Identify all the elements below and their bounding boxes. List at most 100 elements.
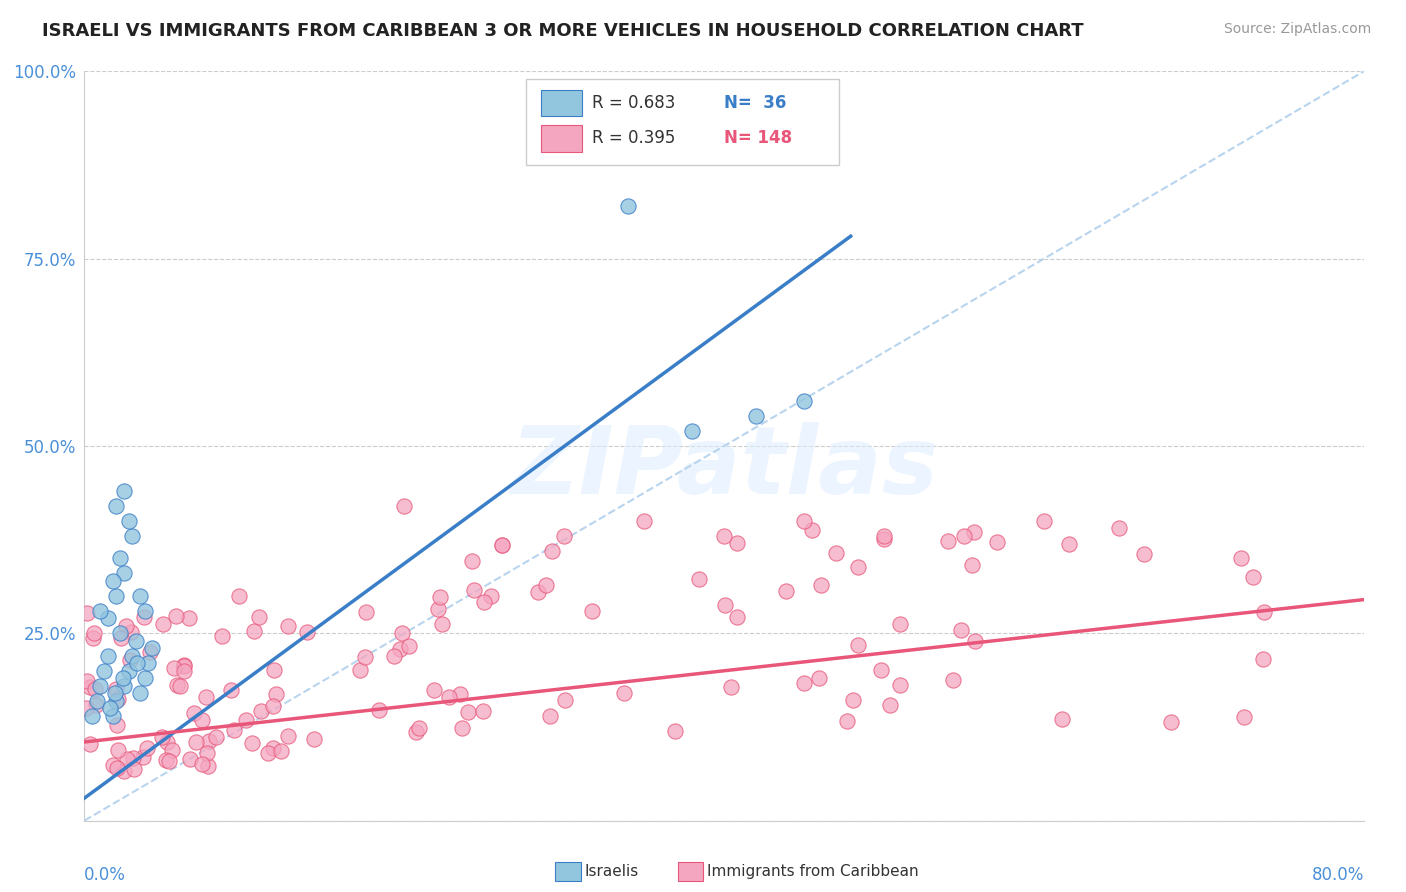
Text: Israelis: Israelis — [585, 864, 640, 879]
Point — [134, 671, 156, 685]
Point — [1052, 712, 1074, 726]
Point — [775, 584, 797, 599]
Point — [243, 624, 266, 639]
Point — [211, 629, 233, 643]
Point — [613, 686, 636, 700]
Point — [262, 740, 284, 755]
Point — [110, 631, 132, 645]
Point — [86, 694, 108, 708]
Point — [156, 735, 179, 749]
Point — [222, 723, 245, 738]
Point — [353, 649, 375, 664]
Text: Immigrants from Caribbean: Immigrants from Caribbean — [707, 864, 920, 879]
Point — [471, 704, 494, 718]
Point — [173, 664, 195, 678]
Point — [423, 683, 446, 698]
Point — [160, 743, 183, 757]
Point — [104, 681, 127, 696]
Point — [1108, 521, 1130, 535]
Point — [793, 394, 815, 409]
Point — [129, 589, 152, 603]
Point — [169, 679, 191, 693]
Point — [302, 731, 325, 746]
Point — [179, 752, 201, 766]
Point — [617, 199, 640, 213]
Point — [173, 657, 195, 672]
Point — [97, 648, 120, 663]
Point — [107, 691, 129, 706]
Point — [1132, 547, 1154, 561]
Point — [98, 701, 121, 715]
Point — [152, 616, 174, 631]
Point — [135, 741, 157, 756]
Point — [1230, 551, 1253, 566]
Point — [398, 639, 420, 653]
Point — [837, 714, 859, 728]
Point — [228, 590, 250, 604]
Point — [76, 607, 98, 621]
Point — [553, 529, 575, 543]
Point — [112, 566, 135, 581]
Point — [177, 611, 200, 625]
Point — [138, 657, 160, 671]
Point — [449, 687, 471, 701]
Point — [1253, 605, 1275, 619]
Point — [394, 499, 416, 513]
Point — [745, 409, 768, 423]
Point — [194, 690, 217, 705]
Point — [725, 535, 748, 549]
Point — [139, 645, 162, 659]
Point — [112, 483, 135, 498]
Point — [664, 723, 686, 738]
Point — [1057, 537, 1080, 551]
Point — [83, 681, 105, 696]
Point — [848, 559, 870, 574]
Point — [173, 659, 195, 673]
Point — [1241, 570, 1264, 584]
Point — [141, 641, 163, 656]
Point — [247, 609, 270, 624]
Point — [186, 735, 208, 749]
Point — [873, 529, 896, 543]
Point — [534, 578, 557, 592]
Point — [437, 690, 460, 704]
Point — [1032, 514, 1054, 528]
Point — [429, 590, 451, 604]
Point — [84, 698, 107, 712]
Y-axis label: 3 or more Vehicles in Household: 3 or more Vehicles in Household — [0, 322, 1, 570]
Point — [118, 664, 141, 678]
Point — [879, 698, 901, 712]
Point — [870, 663, 893, 677]
Point — [150, 730, 173, 744]
Point — [127, 657, 149, 671]
Point — [118, 514, 141, 528]
Text: 0.0%: 0.0% — [84, 865, 127, 884]
Point — [166, 678, 188, 692]
Point — [197, 759, 219, 773]
Point — [457, 705, 479, 719]
Point — [132, 609, 155, 624]
Point — [950, 623, 973, 637]
Point — [889, 678, 911, 692]
Point — [382, 649, 405, 664]
Point — [408, 722, 430, 736]
Point — [942, 673, 965, 688]
Point — [391, 626, 413, 640]
Point — [264, 687, 287, 701]
Point — [633, 514, 655, 528]
Point — [491, 538, 513, 552]
Point — [191, 713, 214, 727]
Point — [793, 514, 815, 528]
Point — [810, 578, 832, 592]
Point — [936, 534, 959, 549]
Point — [219, 682, 242, 697]
Point — [107, 742, 129, 756]
Point — [93, 664, 115, 678]
Point — [121, 529, 143, 543]
Point — [235, 713, 257, 727]
Text: Source: ZipAtlas.com: Source: ZipAtlas.com — [1223, 22, 1371, 37]
Point — [297, 625, 319, 640]
Point — [82, 632, 104, 646]
Point — [825, 546, 848, 560]
Point — [426, 602, 449, 616]
